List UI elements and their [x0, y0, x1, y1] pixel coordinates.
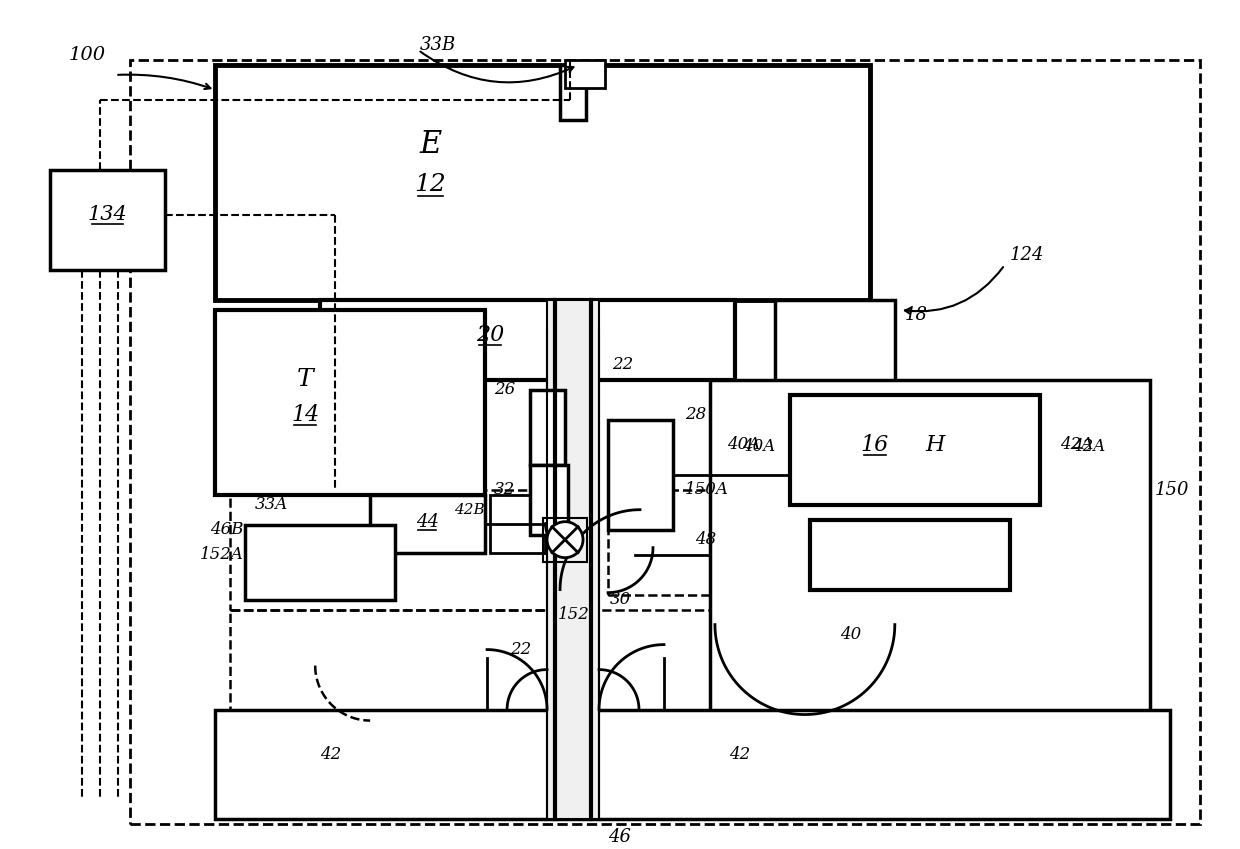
Text: E: E	[419, 129, 441, 160]
Text: 124: 124	[1009, 246, 1044, 264]
Text: 30: 30	[610, 591, 631, 608]
Bar	[790, 395, 1039, 504]
Bar	[608, 419, 673, 530]
Text: 28: 28	[684, 406, 707, 424]
Text: 152A: 152A	[200, 546, 243, 563]
Text: 22: 22	[613, 357, 634, 374]
Text: 40A: 40A	[727, 436, 760, 453]
Text: 42A: 42A	[1071, 438, 1105, 455]
Text: 40A: 40A	[742, 438, 775, 455]
Text: 42: 42	[729, 746, 750, 763]
Text: 100: 100	[68, 46, 105, 64]
Text: 22: 22	[510, 641, 531, 658]
Text: 32: 32	[494, 481, 515, 498]
Bar	[51, 170, 165, 270]
Bar	[529, 390, 565, 464]
Text: T: T	[296, 368, 314, 391]
Bar	[216, 710, 1169, 819]
Bar	[490, 495, 546, 553]
Text: 33A: 33A	[255, 496, 289, 513]
Bar	[547, 300, 599, 819]
Bar	[711, 380, 1149, 779]
Text: 44: 44	[415, 513, 439, 531]
Text: 42: 42	[320, 746, 341, 763]
Circle shape	[547, 521, 583, 558]
Bar	[565, 60, 605, 88]
Text: 42B: 42B	[454, 503, 485, 517]
Bar	[529, 464, 568, 535]
Text: 40: 40	[839, 626, 861, 643]
Text: 20: 20	[476, 323, 505, 346]
Text: 46: 46	[609, 829, 631, 846]
Bar	[775, 383, 1055, 520]
Text: 42A: 42A	[1060, 436, 1092, 453]
Text: 14: 14	[291, 404, 320, 425]
Text: 152: 152	[558, 606, 590, 623]
Text: 134: 134	[88, 205, 128, 224]
Text: 33B: 33B	[420, 36, 456, 54]
Bar	[246, 525, 396, 599]
Text: 16: 16	[861, 434, 889, 456]
Bar	[543, 518, 587, 562]
Text: 150A: 150A	[684, 481, 729, 498]
Bar	[810, 520, 1009, 590]
Bar	[231, 610, 711, 720]
Bar	[231, 490, 590, 610]
Text: 12: 12	[414, 173, 446, 196]
Bar	[560, 65, 587, 120]
Text: 26: 26	[494, 381, 515, 398]
Bar	[371, 495, 485, 553]
Bar	[216, 65, 869, 300]
Bar	[130, 60, 1199, 824]
Bar	[216, 310, 485, 495]
Text: 48: 48	[694, 531, 717, 548]
Text: 150: 150	[1154, 481, 1189, 498]
Text: H: H	[925, 434, 945, 456]
Bar	[775, 300, 895, 390]
Text: 18: 18	[905, 306, 928, 323]
Bar	[258, 535, 358, 590]
Bar	[320, 300, 735, 380]
Text: 46B: 46B	[210, 521, 243, 538]
Bar	[608, 490, 763, 594]
Bar	[822, 530, 942, 580]
